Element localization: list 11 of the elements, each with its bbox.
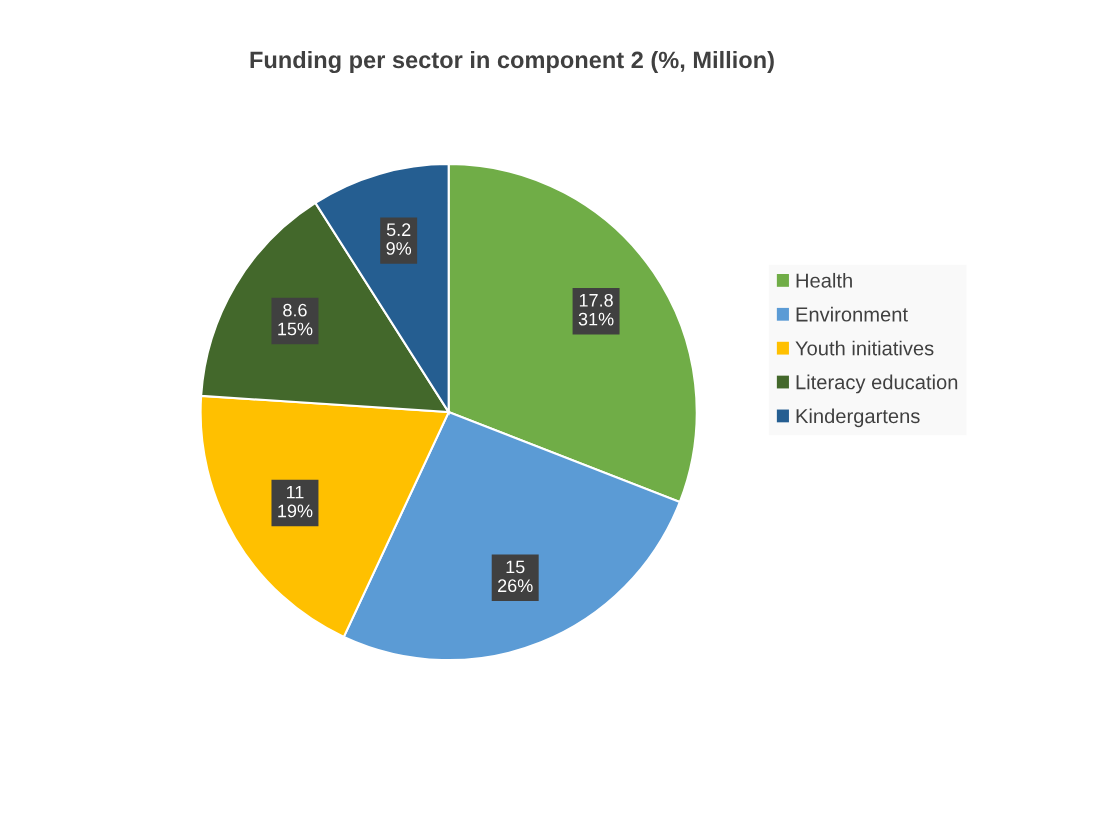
data-label: 17.8 31% [578, 293, 614, 326]
legend-label: Health [796, 272, 852, 288]
data-label: 11 19% [278, 485, 313, 518]
data-label: 5.2 9% [386, 223, 412, 255]
chart-title: Funding per sector in component 2 (%, Million) [250, 50, 774, 74]
legend-label: Environment [796, 306, 908, 322]
data-label: 15 26% [498, 560, 533, 593]
legend-label: Youth initiatives [795, 340, 934, 356]
legend-label: Kindergartens [796, 408, 920, 428]
legend-label: Literacy education [796, 374, 958, 394]
data-label: 8.6 15% [278, 303, 313, 336]
